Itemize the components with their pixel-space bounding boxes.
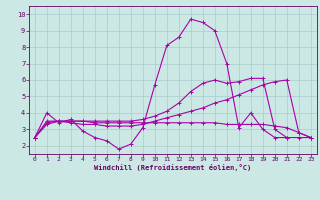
X-axis label: Windchill (Refroidissement éolien,°C): Windchill (Refroidissement éolien,°C) [94, 164, 252, 171]
